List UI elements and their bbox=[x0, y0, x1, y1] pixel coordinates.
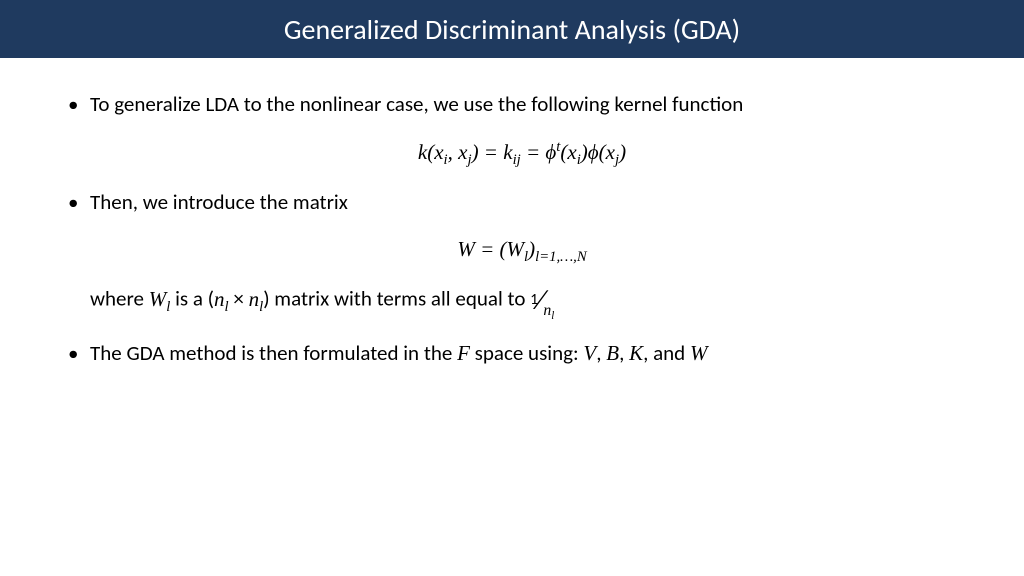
equation-w-matrix: W = (Wl)l=1,…,N bbox=[68, 237, 976, 266]
bullet-subtext: where Wl is a (nl × nl) matrix with term… bbox=[68, 284, 976, 317]
bullet-item: The GDA method is then formulated in the… bbox=[68, 339, 976, 368]
bullet-text: Then, we introduce the matrix bbox=[90, 189, 348, 215]
bullet-text: To generalize LDA to the nonlinear case,… bbox=[90, 91, 743, 117]
bullet-item: To generalize LDA to the nonlinear case,… bbox=[68, 90, 976, 119]
slide-title: Generalized Discriminant Analysis (GDA) bbox=[284, 12, 740, 47]
bullet-text: The GDA method is then formulated in the… bbox=[90, 340, 707, 366]
bullet-item: Then, we introduce the matrix bbox=[68, 188, 976, 217]
equation-kernel: k(xi, xj) = kij = ϕt(xi)ϕ(xj) bbox=[68, 139, 976, 169]
bullet-list: To generalize LDA to the nonlinear case,… bbox=[68, 90, 976, 369]
slide-content: To generalize LDA to the nonlinear case,… bbox=[0, 58, 1024, 369]
slide-header: Generalized Discriminant Analysis (GDA) bbox=[0, 0, 1024, 58]
